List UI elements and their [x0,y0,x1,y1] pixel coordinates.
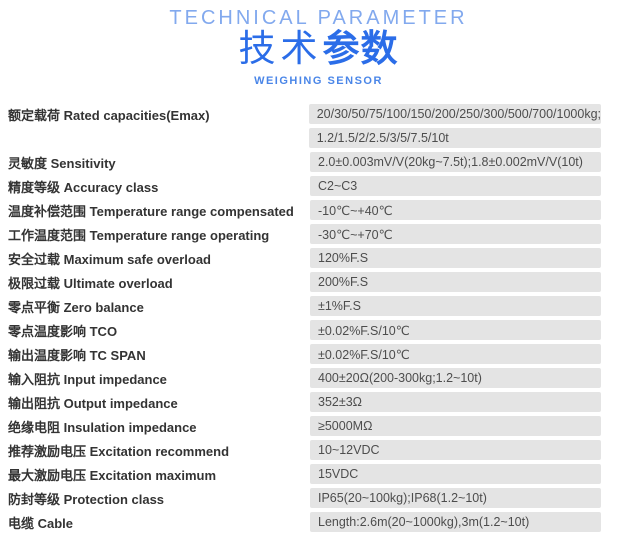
param-values: 20/30/50/75/100/150/200/250/300/500/700/… [308,102,601,150]
param-label: 安全过载 Maximum safe overload [8,251,211,267]
param-values: 400±20Ω(200-300kg;1.2~10t) [310,366,601,390]
table-row: 最大激励电压 Excitation maximum 15VDC [0,462,637,486]
param-value: ≥5000MΩ [310,416,601,436]
param-values: ≥5000MΩ [310,414,601,438]
table-row: 灵敏度 Sensitivity 2.0±0.003mV/V(20kg~7.5t)… [0,150,637,174]
param-label: 灵敏度 Sensitivity [8,155,116,171]
param-values: -10℃~+40℃ [310,198,601,222]
param-value: 20/30/50/75/100/150/200/250/300/500/700/… [308,104,601,124]
page-header: TECHNICAL PARAMETER 技术参数 WEIGHING SENSOR [0,0,637,87]
param-value: C2~C3 [310,176,601,196]
param-value: IP65(20~100kg);IP68(1.2~10t) [310,488,601,508]
param-values: ±1%F.S [310,294,601,318]
title-chinese-light: 技术 [238,28,323,69]
param-values: Length:2.6m(20~1000kg),3m(1.2~10t) [310,510,601,534]
param-values: -30℃~+70℃ [310,222,601,246]
table-row: 绝缘电阻 Insulation impedance ≥5000MΩ [0,414,637,438]
param-label: 极限过载 Ultimate overload [8,275,173,291]
spec-table: 额定载荷 Rated capacities(Emax) 20/30/50/75/… [0,102,637,534]
param-value: -30℃~+70℃ [310,224,601,244]
subtitle-weighing-sensor: WEIGHING SENSOR [254,75,383,87]
param-values: ±0.02%F.S/10℃ [310,318,601,342]
param-value: ±0.02%F.S/10℃ [310,344,601,364]
param-label: 零点温度影响 TCO [8,323,118,339]
param-value: 10~12VDC [310,440,601,460]
param-values: ±0.02%F.S/10℃ [310,342,601,366]
param-value: 400±20Ω(200-300kg;1.2~10t) [310,368,601,388]
param-value: ±0.02%F.S/10℃ [310,320,601,340]
param-label: 绝缘电阻 Insulation impedance [8,419,197,435]
table-row: 温度补偿范围 Temperature range compensated -10… [0,198,637,222]
param-values: 200%F.S [310,270,601,294]
param-label: 输出阻抗 Output impedance [8,395,178,411]
param-label: 防封等级 Protection class [8,491,165,507]
param-value: Length:2.6m(20~1000kg),3m(1.2~10t) [310,512,601,532]
title-chinese: 技术参数 [0,29,637,69]
param-label: 工作温度范围 Temperature range operating [8,227,270,243]
param-value: 200%F.S [310,272,601,292]
table-row: 零点温度影响 TCO ±0.02%F.S/10℃ [0,318,637,342]
param-values: IP65(20~100kg);IP68(1.2~10t) [310,486,601,510]
param-label: 精度等级 Accuracy class [8,179,159,195]
param-label: 额定载荷 Rated capacities(Emax) [8,107,210,123]
param-values: C2~C3 [310,174,601,198]
table-row: 电缆 Cable Length:2.6m(20~1000kg),3m(1.2~1… [0,510,637,534]
param-label: 电缆 Cable [8,515,74,531]
param-value: -10℃~+40℃ [310,200,601,220]
table-row: 输出阻抗 Output impedance 352±3Ω [0,390,637,414]
param-label: 最大激励电压 Excitation maximum [8,467,217,483]
param-label: 输出温度影响 TC SPAN [8,347,146,363]
param-values: 2.0±0.003mV/V(20kg~7.5t);1.8±0.002mV/V(1… [310,150,601,174]
title-english: TECHNICAL PARAMETER [169,7,468,29]
table-row: 额定载荷 Rated capacities(Emax) 20/30/50/75/… [0,102,637,150]
title-chinese-bold: 参数 [322,28,399,69]
param-value: 120%F.S [310,248,601,268]
table-row: 零点平衡 Zero balance ±1%F.S [0,294,637,318]
table-row: 安全过载 Maximum safe overload 120%F.S [0,246,637,270]
param-value: 2.0±0.003mV/V(20kg~7.5t);1.8±0.002mV/V(1… [310,152,601,172]
param-label: 推荐激励电压 Excitation recommend [8,443,230,459]
param-label: 零点平衡 Zero balance [8,299,144,315]
param-label: 输入阻抗 Input impedance [8,371,167,387]
param-value: 1.2/1.5/2/2.5/3/5/7.5/10t [308,128,601,148]
table-row: 极限过载 Ultimate overload 200%F.S [0,270,637,294]
table-row: 工作温度范围 Temperature range operating -30℃~… [0,222,637,246]
table-row: 精度等级 Accuracy class C2~C3 [0,174,637,198]
param-value: 352±3Ω [310,392,601,412]
table-row: 推荐激励电压 Excitation recommend 10~12VDC [0,438,637,462]
param-values: 120%F.S [310,246,601,270]
param-values: 15VDC [310,462,601,486]
param-value: ±1%F.S [310,296,601,316]
param-value: 15VDC [310,464,601,484]
param-values: 352±3Ω [310,390,601,414]
table-row: 防封等级 Protection class IP65(20~100kg);IP6… [0,486,637,510]
param-values: 10~12VDC [310,438,601,462]
table-row: 输入阻抗 Input impedance 400±20Ω(200-300kg;1… [0,366,637,390]
table-row: 输出温度影响 TC SPAN ±0.02%F.S/10℃ [0,342,637,366]
param-label: 温度补偿范围 Temperature range compensated [8,203,294,219]
